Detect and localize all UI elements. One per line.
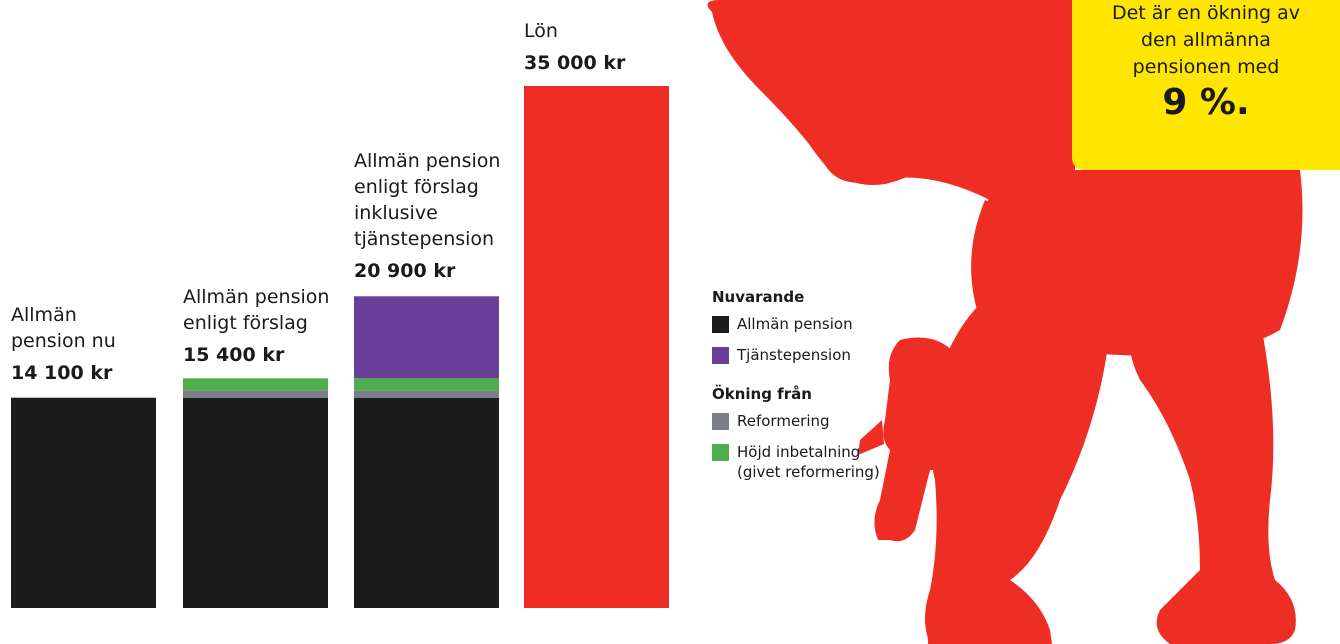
bar-label-value: 14 100 kr <box>11 362 113 384</box>
legend-swatch <box>712 316 729 333</box>
bar-label-name: Allmän pension enligt förslag inklusive … <box>354 150 501 250</box>
bar-segment <box>354 296 499 379</box>
legend-item-label: Allmän pension <box>737 315 853 333</box>
bar-label-name: Allmän pension nu <box>11 304 116 352</box>
bar-label-name: Lön <box>524 20 558 42</box>
pension-bar-chart <box>11 86 669 608</box>
bar-label-value: 15 400 kr <box>183 344 285 366</box>
legend-current-group: Nuvarande Allmän pension Tjänstepension <box>712 288 912 365</box>
legend-swatch <box>712 444 729 461</box>
bar-segment <box>524 86 669 608</box>
legend: Nuvarande Allmän pension Tjänstepension … <box>712 288 912 496</box>
legend-item-label: Tjänstepension <box>737 346 851 364</box>
bar-segment <box>354 397 499 608</box>
bar-label-current: Allmän pension nu 14 100 kr <box>11 302 116 386</box>
bar-label-salary: Lön 35 000 kr <box>524 18 625 76</box>
bar-segment <box>183 397 328 608</box>
callout-text: Det är en ökning av den allmänna pension… <box>1111 2 1301 78</box>
bar-segment <box>11 397 156 608</box>
callout-percent: 9 %. <box>1162 82 1250 123</box>
legend-swatch <box>712 347 729 364</box>
bar-label-name: Allmän pension enligt förslag <box>183 286 330 334</box>
legend-increase-group: Ökning från Reformering Höjd inbetalning… <box>712 385 912 482</box>
bar-label-proposal-incl: Allmän pension enligt förslag inklusive … <box>354 148 500 284</box>
callout-box: Det är en ökning av den allmänna pension… <box>1072 0 1340 170</box>
legend-item: Reformering <box>712 411 912 431</box>
legend-heading-increase: Ökning från <box>712 385 812 403</box>
bar-label-value: 35 000 kr <box>524 52 626 74</box>
legend-item: Allmän pension <box>712 314 912 334</box>
bar-label-value: 20 900 kr <box>354 260 456 282</box>
bar-segment <box>183 390 328 398</box>
legend-heading-current: Nuvarande <box>712 288 805 306</box>
legend-item-label: Reformering <box>737 412 830 430</box>
bar-label-proposal: Allmän pension enligt förslag 15 400 kr <box>183 284 329 368</box>
legend-item-label: Höjd inbetalning (givet reformering) <box>737 443 880 481</box>
legend-item: Höjd inbetalning (givet reformering) <box>712 442 912 482</box>
bar-segment <box>354 378 499 391</box>
bar-segment <box>183 378 328 391</box>
legend-item: Tjänstepension <box>712 345 912 365</box>
legend-swatch <box>712 413 729 430</box>
bar-segment <box>354 390 499 398</box>
worker-silhouette-icon <box>707 0 1303 644</box>
